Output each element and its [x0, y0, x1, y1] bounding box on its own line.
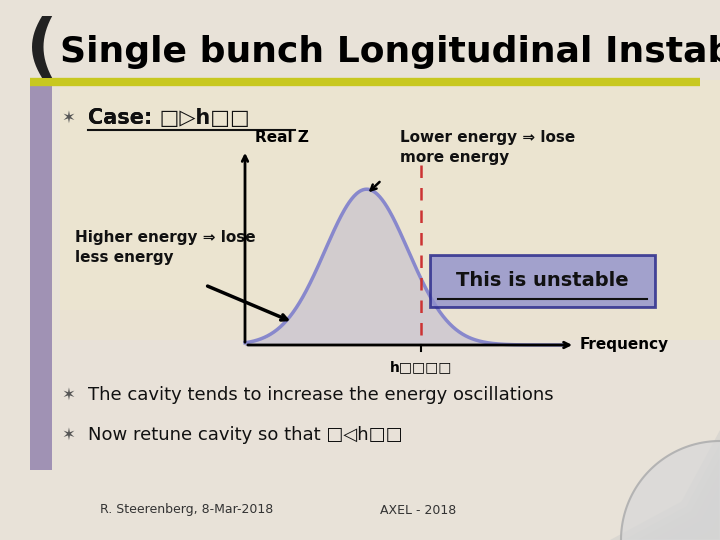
Text: Higher energy ⇒ lose
less energy: Higher energy ⇒ lose less energy: [75, 230, 256, 265]
Polygon shape: [706, 526, 720, 540]
Polygon shape: [679, 499, 720, 540]
Text: h□□□□: h□□□□: [390, 360, 452, 374]
Polygon shape: [624, 444, 720, 540]
Bar: [60, 80, 720, 340]
Text: Lower energy ⇒ lose
more energy: Lower energy ⇒ lose more energy: [400, 130, 575, 165]
Text: AXEL - 2018: AXEL - 2018: [380, 503, 456, 516]
Polygon shape: [610, 430, 720, 540]
Text: ✶: ✶: [61, 426, 75, 444]
Text: ✶: ✶: [61, 109, 75, 127]
Bar: [30, 80, 52, 470]
Text: The cavity tends to increase the energy oscillations: The cavity tends to increase the energy …: [88, 386, 554, 404]
Text: Case: □▷h□□: Case: □▷h□□: [88, 108, 250, 128]
Polygon shape: [693, 512, 720, 540]
Text: R. Steerenberg, 8-Mar-2018: R. Steerenberg, 8-Mar-2018: [100, 503, 274, 516]
Bar: [430, 255, 655, 307]
Text: Frequency: Frequency: [580, 338, 669, 353]
Polygon shape: [637, 457, 720, 540]
Bar: [60, 310, 640, 460]
Text: ✶: ✶: [61, 386, 75, 404]
Polygon shape: [652, 471, 720, 540]
Polygon shape: [665, 485, 720, 540]
Text: Case:: Case:: [88, 108, 153, 128]
Text: Real Z: Real Z: [255, 130, 309, 145]
Polygon shape: [621, 441, 720, 540]
Text: (: (: [26, 17, 58, 84]
Text: Now retune cavity so that □◁h□□: Now retune cavity so that □◁h□□: [88, 426, 402, 444]
Text: Single bunch Longitudinal Instabilities (3): Single bunch Longitudinal Instabilities …: [60, 35, 720, 69]
Text: This is unstable: This is unstable: [456, 272, 629, 291]
